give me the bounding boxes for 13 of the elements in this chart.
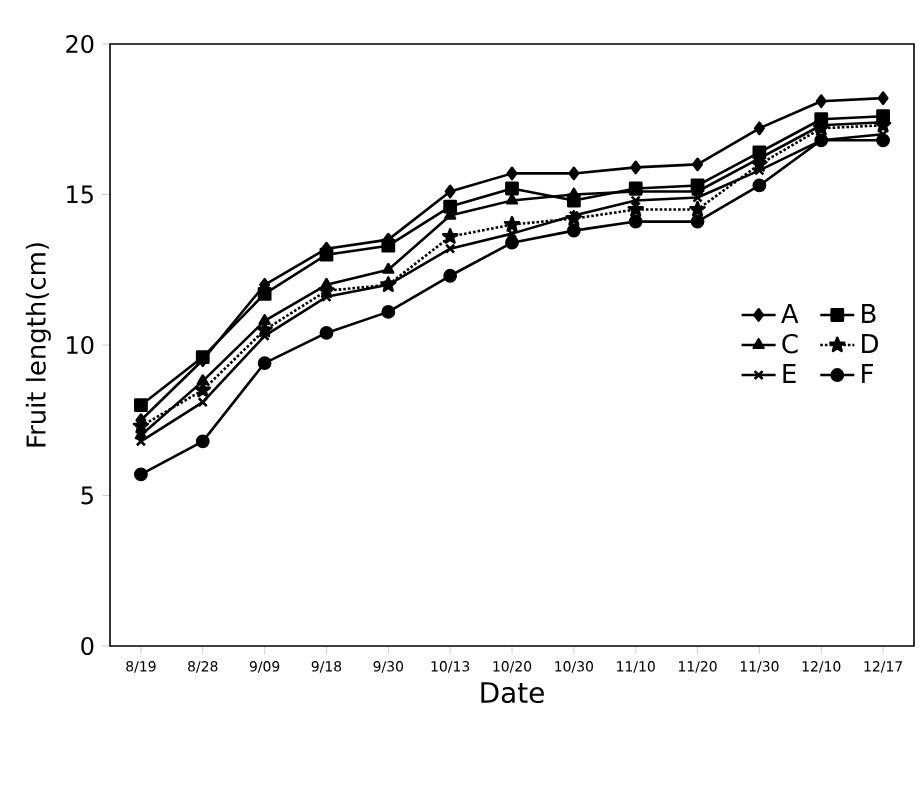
y-tick-label: 0 [81,636,94,656]
y-axis-title: Fruit length(cm) [25,243,51,447]
legend-label: F [862,364,873,383]
legend-label: D [862,334,878,353]
y-tick-label: 15 [67,185,93,204]
legend-label: B [862,304,876,323]
y-tick-label: 10 [67,335,94,355]
legend-label: E [783,364,796,383]
x-axis-title: Date [481,682,544,704]
legend-label: C [782,333,798,354]
y-tick-label: 5 [81,486,93,505]
y-tick-label: 20 [66,34,94,54]
legend-label: A [781,304,799,323]
